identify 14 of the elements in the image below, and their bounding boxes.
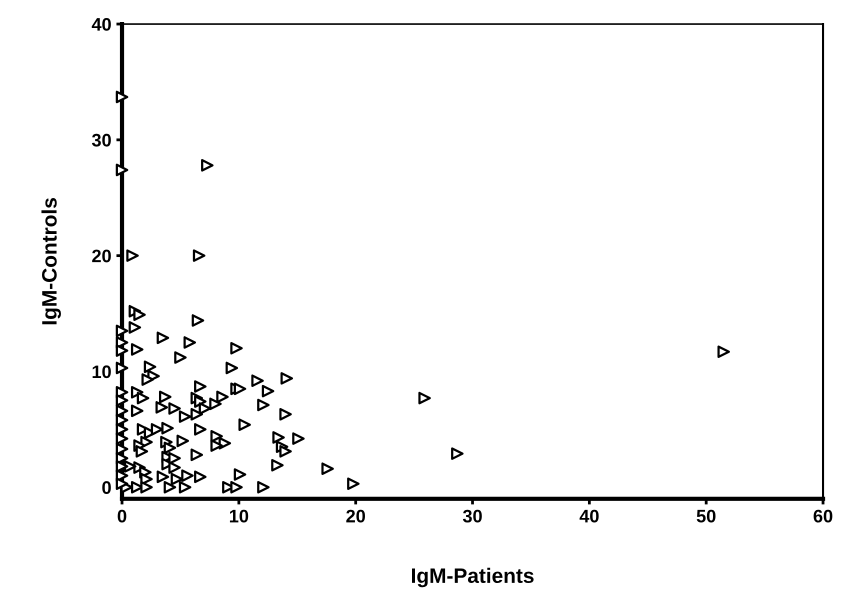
x-tick-label: 10 [230,510,248,523]
y-axis-title: IgM-Controls [41,198,61,324]
y-tick-label: 30 [92,134,111,147]
y-tick-label: 0 [102,481,111,494]
y-tick-label: 40 [92,18,111,31]
x-tick-label: 0 [118,510,126,523]
y-tick-label: 20 [92,250,111,262]
y-tick-label: 10 [92,365,111,378]
x-tick-label: 60 [814,510,832,523]
x-axis-title: IgM-Patients [412,568,534,588]
x-tick-label: 40 [580,510,599,523]
x-tick-label: 20 [346,510,365,523]
x-tick-label: 30 [462,510,482,523]
x-tick-label: 50 [696,510,716,523]
